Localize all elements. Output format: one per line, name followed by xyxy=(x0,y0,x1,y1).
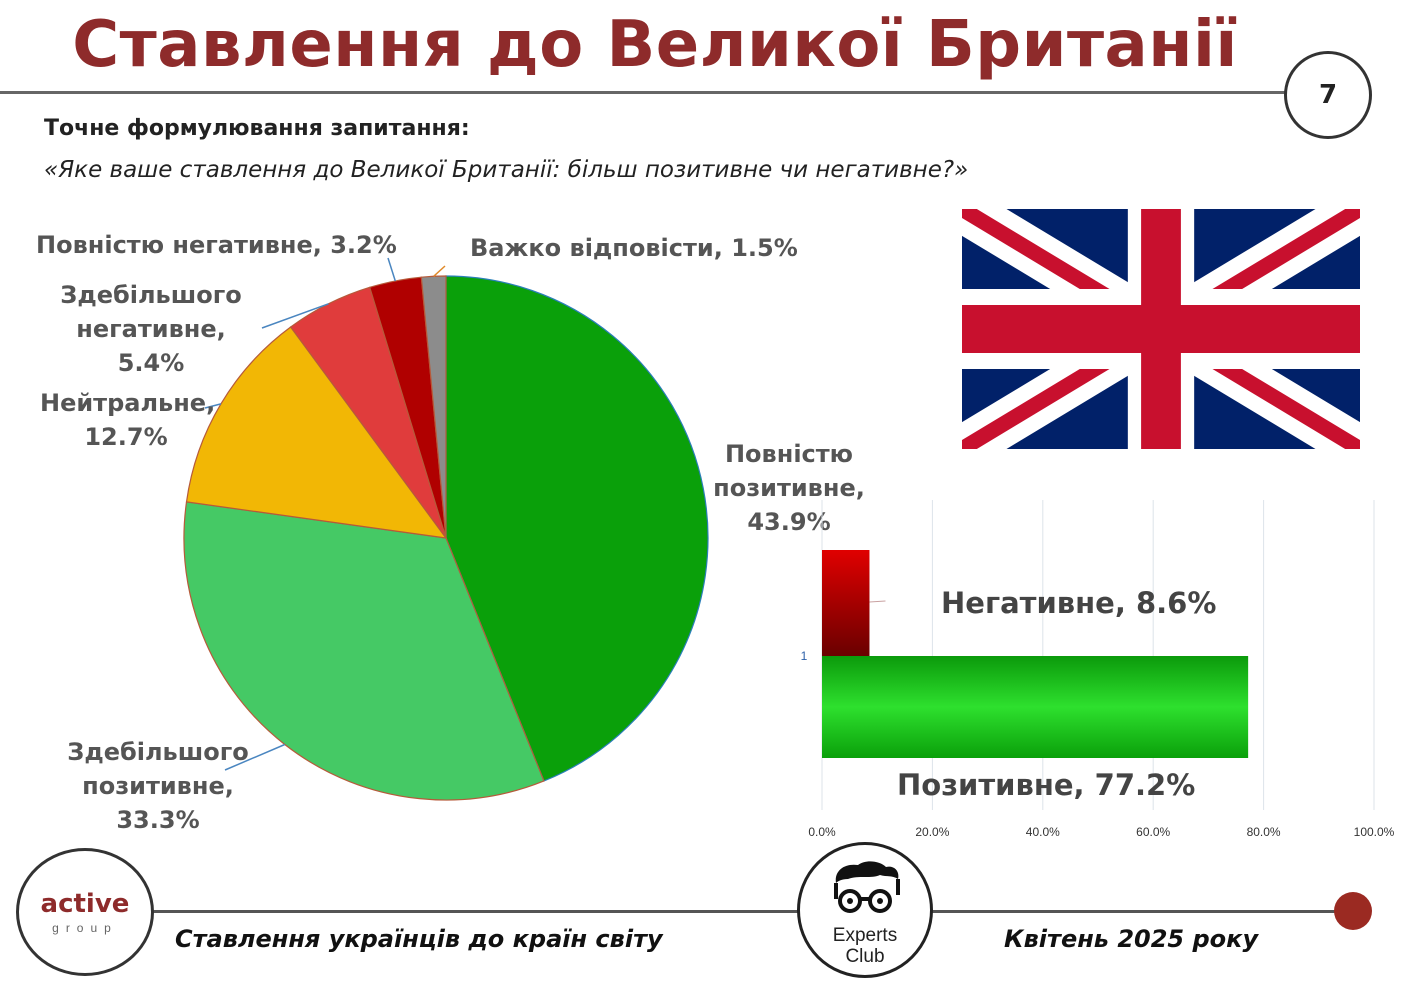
header-divider xyxy=(0,91,1285,94)
pie-slice-full-positive xyxy=(445,275,709,782)
decorative-dot xyxy=(1334,892,1372,930)
bar-label-positive: Позитивне, 77.2% xyxy=(897,768,1196,802)
footer-divider-right xyxy=(927,910,1337,913)
pie-chart xyxy=(183,257,709,801)
pie-label-hard-to-say: Важко відповісти, 1.5% xyxy=(470,234,798,262)
active-group-logo-word: active xyxy=(40,889,130,919)
bar-category-label: 1 xyxy=(801,649,808,663)
pie-label-mostly-positive-line3: 33.3% xyxy=(116,806,200,834)
glasses-face-icon xyxy=(834,861,900,913)
pie-slice-hard-to-say xyxy=(420,275,447,539)
pie-label-mostly-positive-line2: позитивне, xyxy=(82,772,234,800)
active-group-logo: active group xyxy=(16,848,154,976)
uk-flag-icon xyxy=(962,209,1360,449)
pie-leader-hard-to-say xyxy=(433,265,446,277)
question-text: «Яке ваше ставлення до Великої Британії:… xyxy=(44,157,969,183)
pie-leader-mostly-positive xyxy=(224,743,286,771)
bar-x-tick-label: 0.0% xyxy=(808,825,836,839)
bar-positive xyxy=(822,656,1249,758)
bar-x-tick-label: 40.0% xyxy=(1026,825,1060,839)
experts-club-logo-line1: Experts xyxy=(832,925,898,946)
bar-x-tick-label: 60.0% xyxy=(1136,825,1170,839)
pie-label-mostly-negative-line1: Здебільшого xyxy=(60,281,242,309)
page-title: Ставлення до Великої Британії xyxy=(72,8,1238,82)
pie-label-mostly-positive-line1: Здебільшого xyxy=(67,738,249,766)
bar-chart: 0.0% 20.0% 40.0% 60.0% 80.0% 100.0% 1 xyxy=(801,500,1395,839)
bar-x-tick-label: 20.0% xyxy=(915,825,949,839)
pie-leader-mostly-negative xyxy=(261,303,329,329)
bar-x-tick-label: 80.0% xyxy=(1247,825,1281,839)
footer-survey-title: Ставлення українців до країн світу xyxy=(175,925,663,953)
bar-label-negative: Негативне, 8.6% xyxy=(941,586,1217,620)
pie-label-mostly-positive: Здебільшого позитивне, 33.3% xyxy=(58,735,258,837)
experts-club-logo: Experts Club xyxy=(797,842,933,978)
page-number-badge: 7 xyxy=(1284,51,1372,139)
pie-label-full-positive: Повністю позитивне, 43.9% xyxy=(706,437,872,539)
bar-negative xyxy=(822,550,870,656)
pie-label-mostly-negative-line2: негативне, 5.4% xyxy=(76,315,226,377)
pie-label-full-positive-line3: 43.9% xyxy=(747,508,831,536)
experts-club-logo-line2: Club xyxy=(845,946,885,967)
pie-label-full-positive-line1: Повністю xyxy=(724,440,854,468)
pie-label-full-negative: Повністю негативне, 3.2% xyxy=(36,231,397,259)
pie-leader-full-negative xyxy=(387,257,397,282)
bar-label-connector xyxy=(869,600,886,603)
footer-divider-left xyxy=(150,910,800,913)
pie-slice-mostly-positive xyxy=(183,501,545,801)
pie-label-neutral-line1: Нейтральне, xyxy=(40,389,216,417)
pie-label-neutral: Нейтральне, 12.7% xyxy=(40,386,216,454)
pie-leader-neutral xyxy=(204,403,222,409)
pie-label-full-positive-line2: позитивне, xyxy=(713,474,865,502)
footer-date: Квітень 2025 року xyxy=(1004,925,1259,953)
question-heading: Точне формулювання запитання: xyxy=(44,116,470,141)
pie-label-mostly-negative: Здебільшого негативне, 5.4% xyxy=(40,278,262,380)
active-group-logo-sub: group xyxy=(52,921,118,935)
pie-label-neutral-line2: 12.7% xyxy=(84,423,168,451)
bar-x-tick-label: 100.0% xyxy=(1354,825,1395,839)
